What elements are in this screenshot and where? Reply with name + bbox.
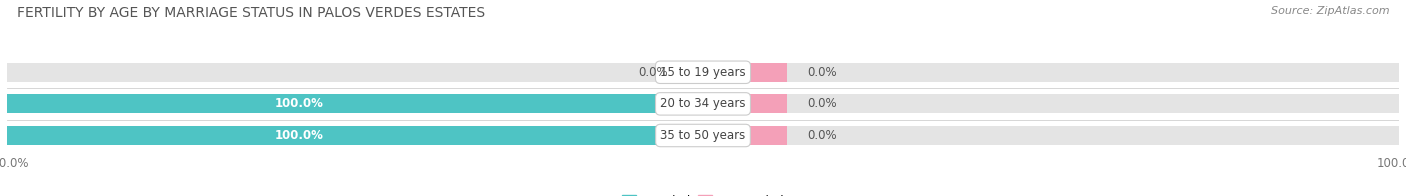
Bar	[7, 126, 703, 145]
Bar	[7, 63, 703, 82]
Text: Source: ZipAtlas.com: Source: ZipAtlas.com	[1271, 6, 1389, 16]
Text: 15 to 19 years: 15 to 19 years	[661, 66, 745, 79]
Text: 100.0%: 100.0%	[276, 97, 323, 110]
Bar	[7, 126, 703, 145]
Bar	[703, 63, 1399, 82]
Bar	[703, 126, 1399, 145]
Text: 20 to 34 years: 20 to 34 years	[661, 97, 745, 110]
Text: 35 to 50 years: 35 to 50 years	[661, 129, 745, 142]
Text: 0.0%: 0.0%	[638, 66, 668, 79]
Bar	[703, 63, 786, 82]
Text: FERTILITY BY AGE BY MARRIAGE STATUS IN PALOS VERDES ESTATES: FERTILITY BY AGE BY MARRIAGE STATUS IN P…	[17, 6, 485, 20]
Text: 0.0%: 0.0%	[807, 129, 837, 142]
Text: 0.0%: 0.0%	[807, 97, 837, 110]
Legend: Married, Unmarried: Married, Unmarried	[621, 195, 785, 196]
Bar	[703, 94, 786, 113]
Bar	[703, 126, 786, 145]
Text: 0.0%: 0.0%	[807, 66, 837, 79]
Bar	[689, 63, 703, 82]
Bar	[703, 94, 1399, 113]
Bar	[7, 94, 703, 113]
Text: 100.0%: 100.0%	[276, 129, 323, 142]
Bar	[7, 94, 703, 113]
